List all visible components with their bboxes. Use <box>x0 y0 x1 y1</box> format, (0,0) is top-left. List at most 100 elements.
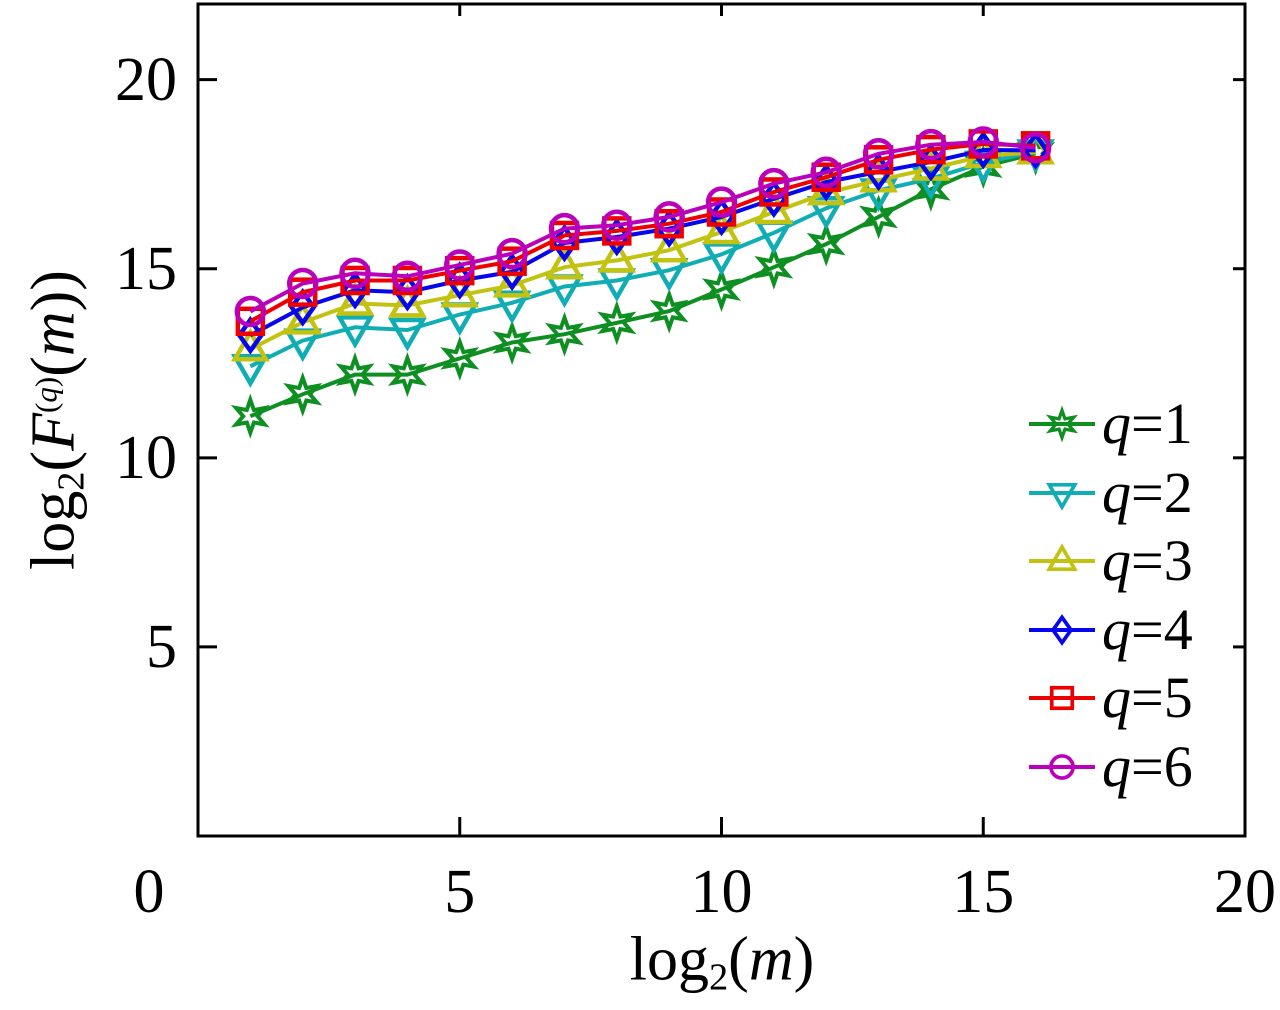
circle-marker <box>339 257 371 290</box>
legend-row-q=6: q=6 <box>1028 738 1193 796</box>
star6-marker <box>701 266 742 313</box>
square-marker <box>706 197 737 227</box>
series-line-q=5 <box>249 141 1036 324</box>
axis-label-part: m <box>748 925 794 994</box>
star6-marker <box>492 319 532 366</box>
legend-label-var: q <box>1102 528 1131 594</box>
triangle-up-marker <box>754 190 794 225</box>
triangle-down-marker <box>702 242 741 276</box>
legend-label-var: q <box>1102 665 1131 731</box>
legend-label-var: q <box>1102 459 1131 525</box>
star6-marker <box>440 335 480 381</box>
circle-marker <box>653 201 685 233</box>
axis-label-part: log <box>629 925 709 994</box>
circle-marker <box>862 138 895 170</box>
star6-marker <box>806 221 846 267</box>
legend-sample-q=4 <box>1029 613 1095 646</box>
legend-sample-q=2 <box>1029 482 1095 511</box>
circle-marker <box>1049 754 1075 780</box>
legend-label: q=2 <box>1102 463 1193 522</box>
legend-label: q=6 <box>1102 738 1193 796</box>
triangle-up-marker <box>335 282 375 316</box>
legend-label-value: =6 <box>1131 734 1193 799</box>
legend-label-value: =3 <box>1131 528 1193 594</box>
axis-label-part: q <box>28 387 64 403</box>
triangle-up-marker <box>597 238 637 273</box>
star6-marker <box>230 393 270 439</box>
triangle-down-marker <box>492 290 532 325</box>
axis-label-part: )) <box>19 270 88 312</box>
legend-label: q=1 <box>1102 395 1193 453</box>
triangle-up-marker <box>1046 543 1078 572</box>
x-tick-label: 0 <box>133 858 165 926</box>
axis-label-part: 2 <box>708 956 729 999</box>
triangle-up-marker <box>230 327 270 362</box>
star6-marker <box>544 311 584 357</box>
axis-label-part: log <box>19 490 88 570</box>
legend-sample-q=3 <box>1029 543 1095 572</box>
circle-marker <box>915 128 947 161</box>
series-line-q=2 <box>249 149 1037 369</box>
axis-label-part: ( <box>19 356 88 377</box>
circle-marker <box>601 209 633 241</box>
y-tick-label: 5 <box>146 612 177 681</box>
circle-marker <box>234 295 267 328</box>
y-axis-label: log2(F(q)(m)) <box>19 270 94 570</box>
circle-marker <box>967 126 999 158</box>
triangle-down-marker <box>388 317 427 352</box>
axis-label-part: ( <box>728 925 749 994</box>
diamond-marker <box>236 315 265 355</box>
legend-label: q=3 <box>1102 532 1193 590</box>
axis-label-part: m <box>19 311 88 357</box>
legend-label: q=4 <box>1102 600 1193 659</box>
series-line-q=6 <box>249 139 1036 314</box>
legend-row-q=5: q=5 <box>1028 669 1193 727</box>
triangle-down-marker <box>230 354 270 388</box>
circle-marker <box>286 267 319 300</box>
diamond-marker <box>288 287 317 327</box>
diamond-marker <box>1050 613 1074 646</box>
x-tick-label: 20 <box>1214 858 1276 926</box>
y-tick-label: 10 <box>115 423 177 492</box>
star6-marker <box>649 288 689 334</box>
circle-marker <box>444 249 476 281</box>
square-marker <box>235 306 266 337</box>
triangle-up-marker <box>283 300 323 335</box>
square-marker <box>1049 686 1075 711</box>
triangle-down-marker <box>1046 482 1078 511</box>
circle-marker <box>1019 131 1052 164</box>
axis-label-part: ) <box>793 925 815 994</box>
legend-sample-q=6 <box>1029 754 1095 780</box>
series-line-q=3 <box>249 150 1036 352</box>
legend-label-value: =1 <box>1131 391 1193 456</box>
triangle-up-marker <box>702 210 741 245</box>
triangle-up-marker <box>545 245 584 280</box>
legend-label-var: q <box>1102 391 1131 456</box>
legend-sample-q=1 <box>1029 405 1095 443</box>
triangle-down-marker <box>597 268 637 302</box>
star6-marker <box>283 371 323 417</box>
star6-marker <box>859 194 899 240</box>
x-tick-label: 5 <box>444 858 476 926</box>
legend-sample-q=5 <box>1029 686 1095 711</box>
axis-label-part: ) <box>28 376 64 388</box>
legend-label-var: q <box>1102 596 1131 662</box>
star6-marker <box>387 352 427 398</box>
star6-marker <box>1045 405 1079 443</box>
star6-marker <box>597 300 637 346</box>
circle-marker <box>548 212 581 245</box>
series-line-q=4 <box>249 147 1036 338</box>
series-line-q=1 <box>249 151 1037 419</box>
axis-label-part: F <box>19 412 88 451</box>
triangle-down-marker <box>335 315 375 349</box>
circle-marker <box>496 237 528 270</box>
triangle-up-marker <box>440 273 480 308</box>
triangle-up-marker <box>388 283 427 318</box>
legend-row-q=1: q=1 <box>1028 395 1193 453</box>
circle-marker <box>810 156 842 189</box>
legend-label: q=5 <box>1102 669 1193 727</box>
triangle-up-marker <box>649 228 689 263</box>
y-tick-label: 15 <box>115 234 177 303</box>
x-tick-label: 10 <box>690 858 753 926</box>
